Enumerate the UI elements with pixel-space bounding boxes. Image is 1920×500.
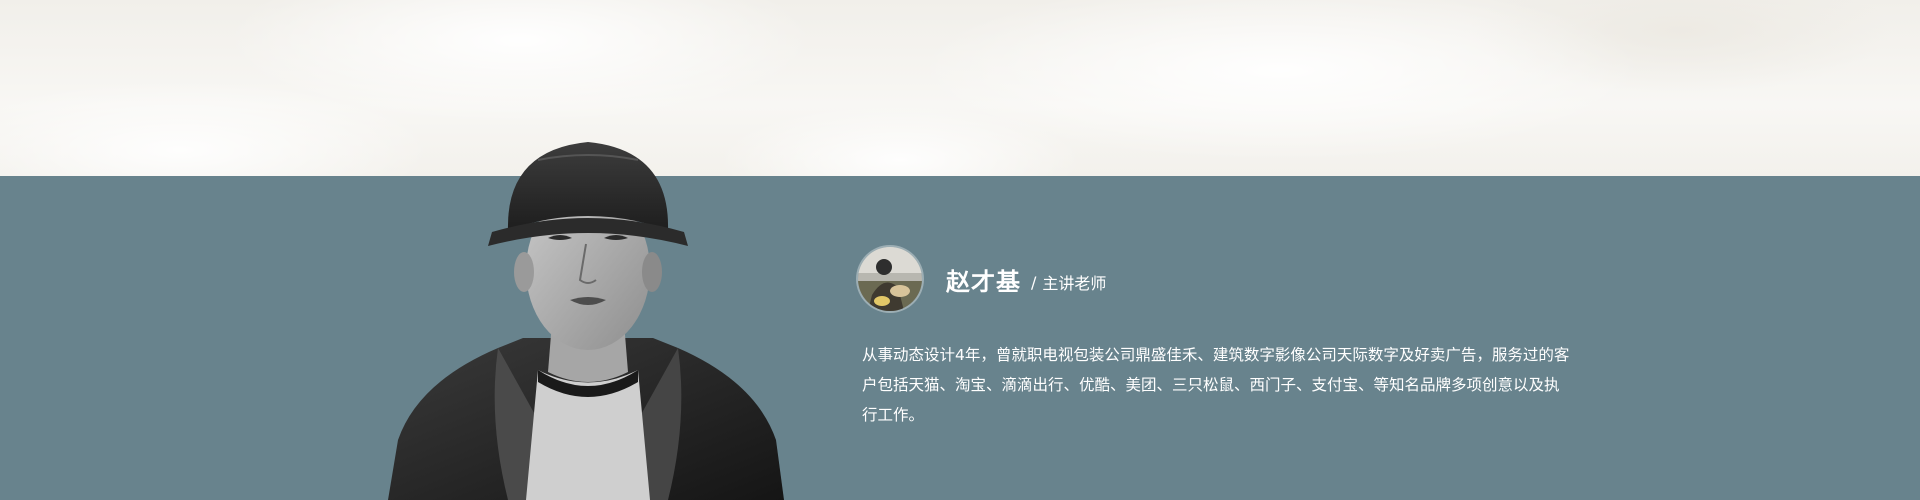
teacher-header: 赵才基 / 主讲老师 <box>858 246 1106 312</box>
teacher-name: 赵才基 <box>946 267 1021 296</box>
teacher-role: 主讲老师 <box>1042 274 1107 293</box>
cloud-sky-background <box>0 0 1920 176</box>
name-role-divider: / <box>1031 272 1037 292</box>
teacher-avatar <box>858 247 922 311</box>
teal-info-band <box>0 176 1920 500</box>
teacher-bio: 从事动态设计4年，曾就职电视包装公司鼎盛佳禾、建筑数字影像公司天际数字及好卖广告… <box>862 346 1570 424</box>
teacher-portrait-image <box>388 120 788 500</box>
